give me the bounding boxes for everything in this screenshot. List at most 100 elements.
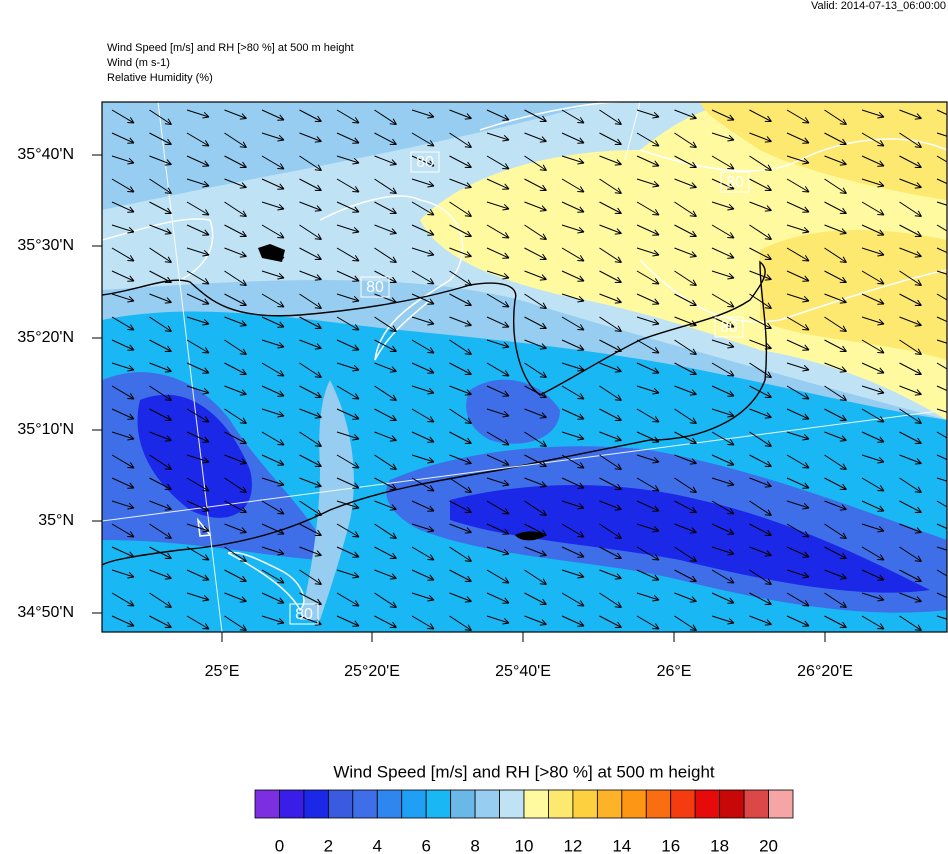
wind-arrow xyxy=(186,293,210,305)
wind-arrow xyxy=(599,132,622,145)
wind-arrow xyxy=(636,592,660,602)
wind-arrow xyxy=(786,339,810,351)
wind-arrow xyxy=(299,178,322,191)
wind-arrow xyxy=(374,362,397,373)
wind-arrow xyxy=(824,569,847,580)
wind-arrow xyxy=(936,132,947,137)
wind-arrow xyxy=(374,109,397,125)
lat-label: 35°40'N xyxy=(17,146,74,163)
wind-arrow xyxy=(899,132,922,148)
wind-arrow xyxy=(374,293,397,304)
wind-arrow xyxy=(486,293,510,308)
colorbar-label: 12 xyxy=(563,836,582,854)
wind-arrow xyxy=(711,592,735,604)
colorbar-swatch xyxy=(352,789,378,819)
wind-arrow xyxy=(711,385,735,397)
wind-arrow xyxy=(824,477,847,490)
wind-arrow xyxy=(336,270,360,282)
wind-arrow xyxy=(561,224,585,234)
wind-arrow xyxy=(674,178,697,189)
wind-arrow xyxy=(486,362,510,377)
wind-arrow xyxy=(411,546,435,561)
wind-arrow xyxy=(561,592,585,607)
wind-arrow xyxy=(224,523,247,534)
wind-arrow xyxy=(299,247,322,260)
wind-arrow xyxy=(636,201,660,216)
wind-arrow xyxy=(261,523,285,535)
wind-arrow xyxy=(636,224,660,236)
wind-arrow xyxy=(786,247,810,262)
wind-arrow xyxy=(936,546,947,551)
wind-arrow xyxy=(899,408,922,424)
lat-label: 35°30'N xyxy=(17,237,74,254)
wind-arrow xyxy=(186,155,210,167)
wind-arrow xyxy=(786,224,810,234)
wind-arrow xyxy=(486,178,510,190)
wind-arrow xyxy=(261,247,285,259)
wind-arrow xyxy=(111,615,135,627)
wind-arrow xyxy=(336,592,360,607)
wind-arrow xyxy=(786,431,810,441)
wind-arrow xyxy=(224,316,247,327)
contour-label-box xyxy=(360,276,390,298)
wind-arrow xyxy=(524,408,547,419)
wind-arrow xyxy=(599,178,622,194)
wind-arrow xyxy=(449,132,472,148)
wind-arrow xyxy=(674,293,697,306)
wind-arrow xyxy=(224,592,247,603)
contour-label-box xyxy=(720,171,750,193)
colorbar: 0 2 4 6 8 10 12 14 16 18 20 xyxy=(254,789,794,854)
wind-arrow xyxy=(786,592,810,607)
wind-arrow xyxy=(186,431,210,443)
wind-arrow xyxy=(411,178,435,188)
wind-arrow xyxy=(186,201,210,216)
wind-arrow xyxy=(336,546,360,558)
wind-arrow xyxy=(449,546,472,562)
wind-arrow xyxy=(186,316,210,326)
wind-arrow xyxy=(636,408,660,423)
wind-arrow xyxy=(561,362,585,372)
wind-arrow xyxy=(186,569,210,581)
wind-arrow xyxy=(561,546,585,558)
wind-arrow xyxy=(824,155,847,166)
wind-arrow xyxy=(711,270,735,280)
wind-arrow xyxy=(824,592,847,608)
lat-label: 35°N xyxy=(38,512,74,529)
wind-arrow xyxy=(861,224,885,236)
colorbar-swatch xyxy=(376,789,403,819)
wind-arrow xyxy=(936,477,947,482)
wind-arrow xyxy=(899,546,922,562)
wind-arrow xyxy=(561,500,585,510)
wind-arrow xyxy=(636,454,660,464)
wind-arrow xyxy=(111,431,135,441)
valid-time: Valid: 2014-07-13_06:00:00 xyxy=(811,0,946,12)
wind-arrow xyxy=(111,247,135,262)
wind-arrow xyxy=(636,339,660,354)
wind-arrow xyxy=(299,362,322,378)
wind-arrow xyxy=(674,592,697,603)
wind-arrow xyxy=(636,270,660,285)
wind-arrow xyxy=(786,293,810,303)
wind-arrow xyxy=(749,293,772,309)
wind-arrow xyxy=(449,385,472,396)
wind-arrow xyxy=(374,592,397,608)
colorbar-swatch xyxy=(548,789,574,819)
wind-arrow xyxy=(299,454,322,467)
wind-arrow xyxy=(674,109,697,120)
wind-arrow xyxy=(861,500,885,512)
wind-arrow xyxy=(299,477,322,488)
wind-arrow xyxy=(524,293,547,309)
wind-arrow xyxy=(861,431,885,443)
colorbar-swatch xyxy=(743,789,769,819)
wind-arrow xyxy=(449,109,472,120)
wind-arrow xyxy=(861,201,885,216)
wind-arrow xyxy=(299,201,322,212)
wind-arrow xyxy=(899,615,922,631)
wind-arrow xyxy=(449,431,472,444)
wind-arrow xyxy=(374,155,397,166)
colorbar-swatch xyxy=(523,789,549,819)
wind-arrow xyxy=(261,477,285,487)
colorbar-swatch xyxy=(694,789,721,819)
wind-arrow xyxy=(111,132,135,144)
wind-arrow xyxy=(674,339,697,355)
